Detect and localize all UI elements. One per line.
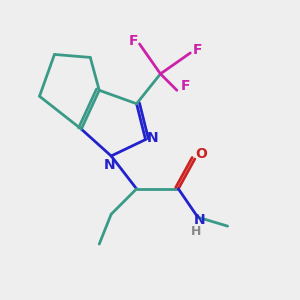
Text: F: F bbox=[129, 34, 138, 48]
Text: F: F bbox=[193, 43, 202, 57]
Text: N: N bbox=[194, 213, 205, 227]
Text: N: N bbox=[104, 158, 116, 172]
Text: H: H bbox=[191, 225, 202, 238]
Text: F: F bbox=[181, 79, 190, 93]
Text: N: N bbox=[147, 131, 159, 145]
Text: O: O bbox=[195, 148, 207, 161]
